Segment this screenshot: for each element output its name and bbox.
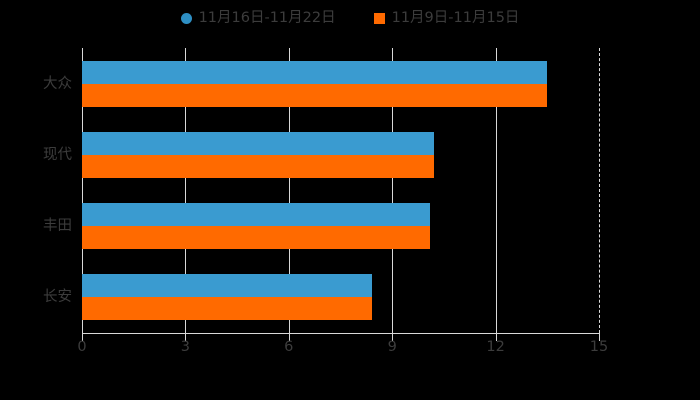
legend-circle-marker-icon: [180, 12, 192, 24]
y-axis-category-label: 长安: [43, 289, 72, 306]
x-tickmark-15: [599, 333, 600, 341]
x-axis-tick-label: 12: [486, 339, 505, 355]
x-axis-tick-label: 6: [284, 339, 294, 355]
chart-legend: 11月16日-11月22日 11月9日-11月15日: [0, 8, 700, 28]
bar-series-2[interactable]: [82, 297, 372, 321]
bar-series-1[interactable]: [82, 60, 548, 84]
bar-series-1[interactable]: [82, 203, 431, 227]
y-axis-category-label: 丰田: [43, 218, 72, 235]
bar-series-2[interactable]: [82, 154, 434, 178]
gridline-x-12: [495, 48, 497, 333]
gridline-x-15: [599, 48, 600, 333]
x-axis-line: [82, 333, 599, 334]
bar-series-1[interactable]: [82, 274, 372, 298]
legend-square-marker-icon: [373, 12, 385, 24]
bar-group: [82, 131, 599, 178]
bar-group: [82, 274, 599, 321]
x-tickmark-0: [82, 333, 83, 341]
x-axis-tick-label: 3: [180, 339, 191, 355]
bar-series-1[interactable]: [82, 131, 434, 155]
legend-label-series-2: 11月9日-11月15日: [391, 10, 520, 26]
bar-group: [82, 60, 599, 107]
bar-series-2[interactable]: [82, 226, 431, 250]
gridline-x-9: [392, 48, 394, 333]
plot-area: 0 3 6 9 12 15 大众现代丰田长安: [43, 48, 608, 354]
legend-item-series-2[interactable]: 11月9日-11月15日: [373, 10, 520, 26]
gridline-x-3: [185, 48, 187, 333]
x-axis-tick-label: 15: [589, 339, 609, 355]
x-tickmark-12: [495, 333, 497, 341]
x-axis-tick-label: 0: [77, 339, 87, 355]
legend-item-series-1[interactable]: 11月16日-11月22日: [180, 10, 336, 26]
bar-group: [82, 203, 599, 250]
gridline-x-6: [288, 48, 290, 333]
x-tickmark-6: [288, 333, 290, 341]
x-tickmark-3: [185, 333, 187, 341]
x-axis-tick-label: 9: [387, 339, 397, 355]
legend-label-series-1: 11月16日-11月22日: [198, 10, 336, 26]
gridline-x-0: [82, 48, 83, 333]
y-axis-category-label: 现代: [43, 146, 72, 163]
bar-series-2[interactable]: [82, 83, 548, 107]
x-tickmark-9: [392, 333, 394, 341]
y-axis-category-label: 大众: [43, 75, 72, 92]
